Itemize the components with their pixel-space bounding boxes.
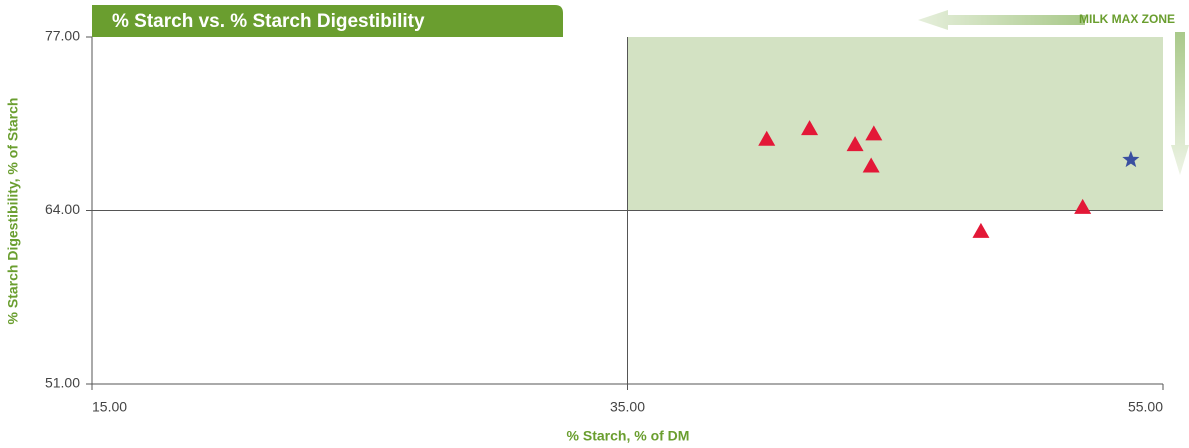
star-point <box>1122 150 1140 168</box>
triangle-point <box>1074 198 1092 214</box>
x-tick-label: 35.00 <box>610 399 645 415</box>
triangle-point <box>801 120 819 136</box>
y-axis-label: % Starch Digestibility, % of Starch <box>5 98 21 325</box>
x-tick-label: 15.00 <box>92 399 127 415</box>
x-tick-label: 55.00 <box>1128 399 1163 415</box>
title-tab <box>92 5 563 37</box>
triangle-point <box>846 136 864 152</box>
y-tick-label: 77.00 <box>45 28 80 44</box>
chart-title: % Starch vs. % Starch Digestibility <box>112 11 425 32</box>
milk-max-zone <box>627 37 1163 211</box>
x-axis-label: % Starch, % of DM <box>567 428 690 444</box>
y-tick-label: 64.00 <box>45 201 80 217</box>
y-tick-label: 51.00 <box>45 375 80 391</box>
zone-arrow-v <box>1171 32 1189 175</box>
zone-label: MILK MAX ZONE <box>1079 12 1175 26</box>
triangle-point <box>758 130 776 146</box>
zone-arrow-h <box>918 10 1085 30</box>
triangle-point <box>865 125 883 141</box>
triangle-point <box>972 222 990 238</box>
triangle-point <box>862 157 880 173</box>
